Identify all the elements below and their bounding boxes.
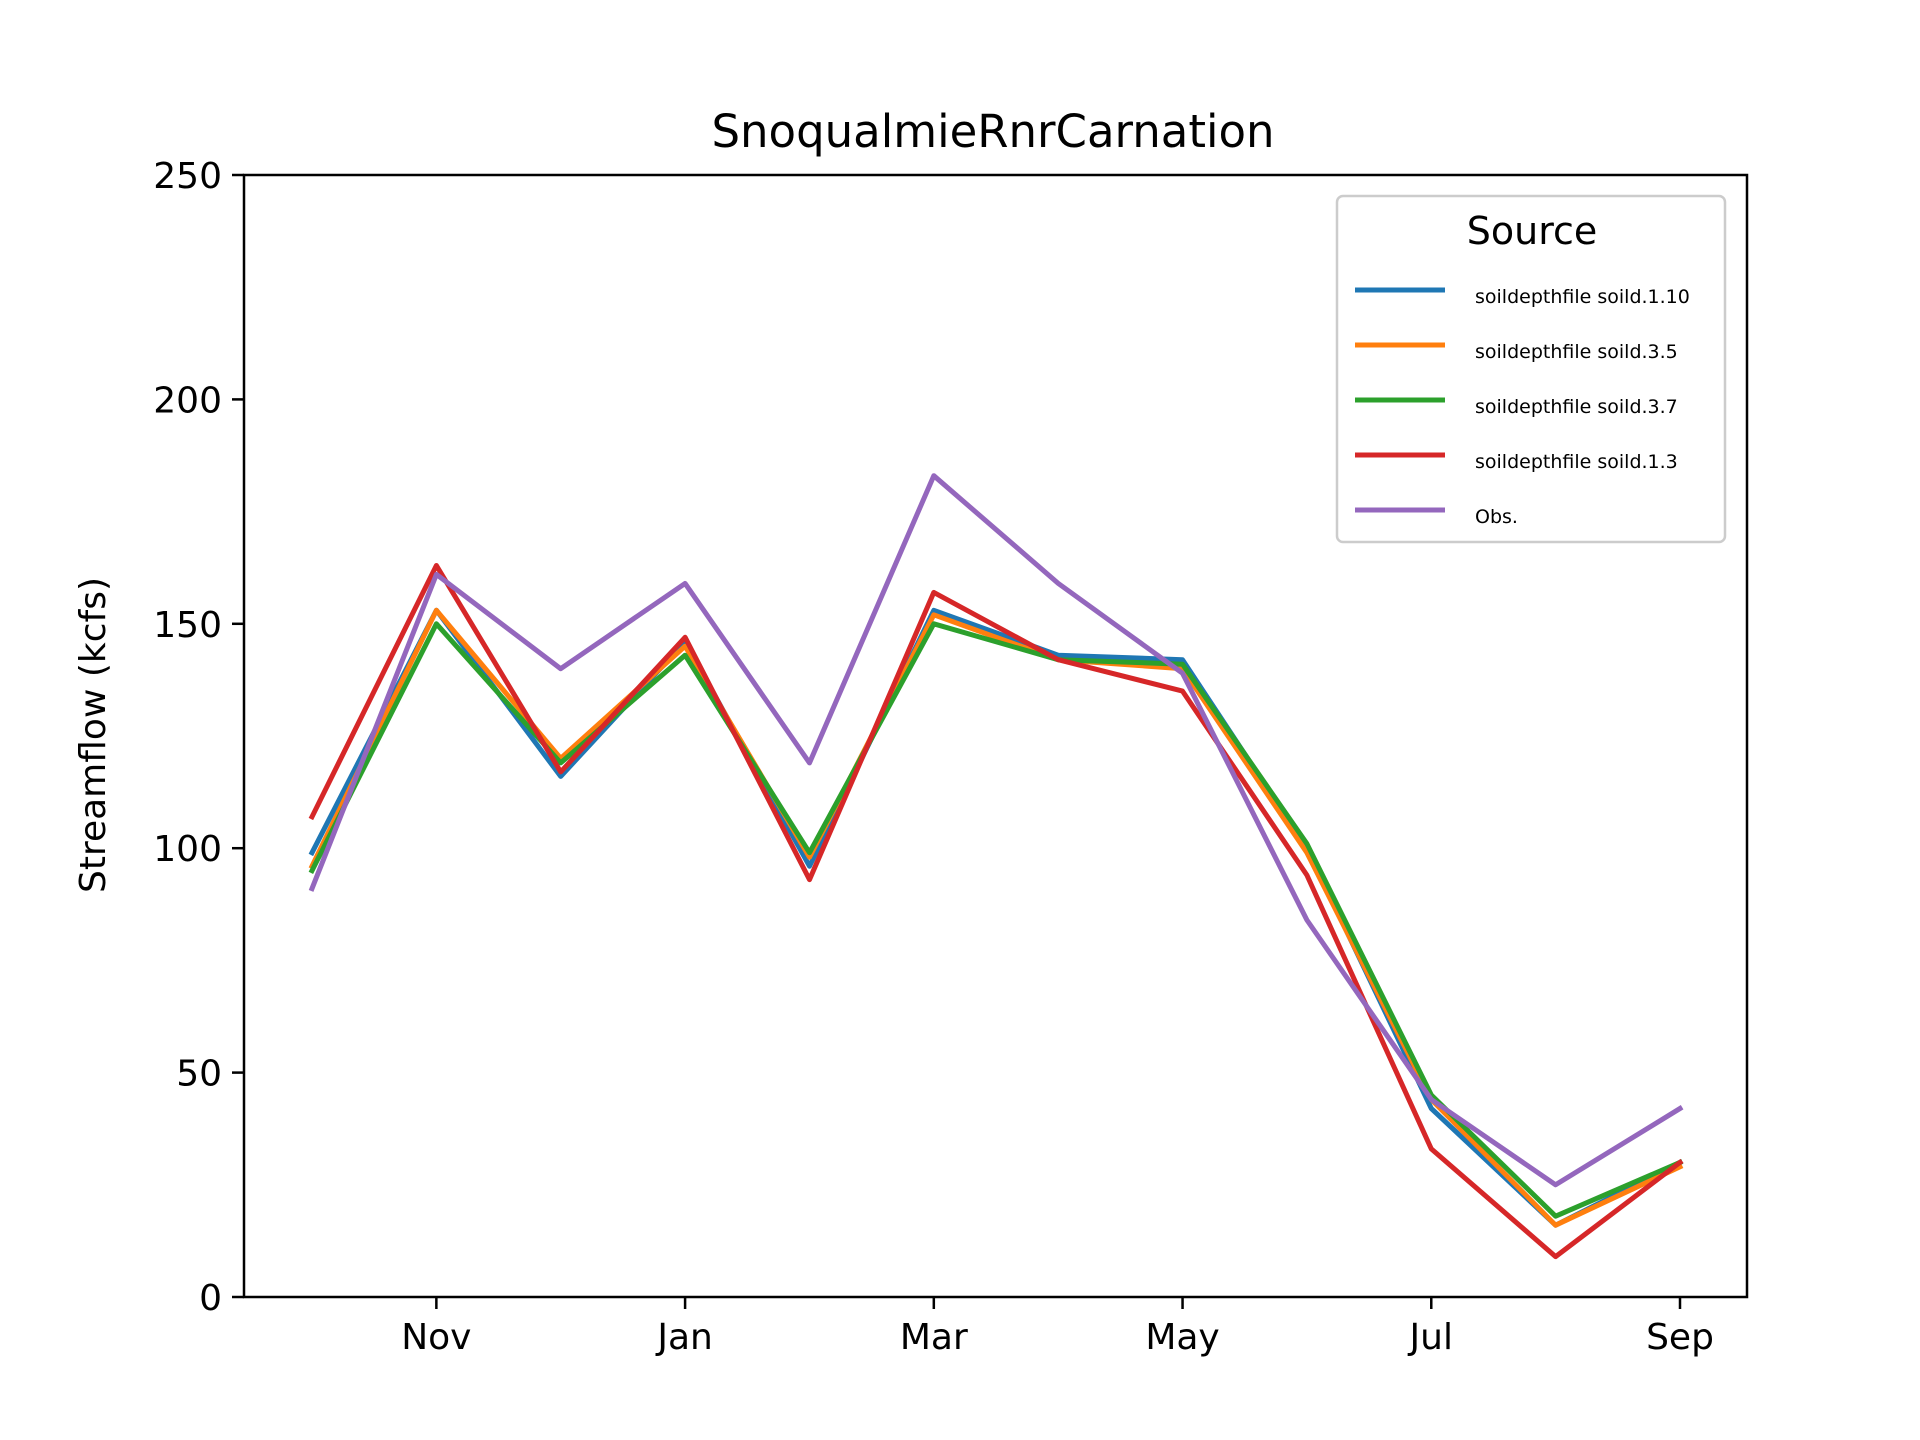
series-line-4 (308, 563, 1684, 1260)
legend-label-3: soildepthfile soild.3.7 (1475, 396, 1678, 418)
chart-title: SnoqualmieRnrCarnation (711, 105, 1274, 158)
legend-title: Source (1467, 209, 1598, 253)
y-tick-label: 0 (199, 1278, 222, 1319)
x-tick-label: Nov (401, 1317, 471, 1358)
legend-label-5: Obs. (1475, 506, 1518, 528)
x-tick-label: Sep (1646, 1317, 1714, 1358)
x-tick-label: Jul (1408, 1317, 1453, 1358)
legend-label-4: soildepthfile soild.1.3 (1475, 451, 1678, 473)
x-tick-label: Jan (655, 1317, 713, 1358)
legend-label-1: soildepthfile soild.1.10 (1475, 286, 1690, 308)
x-tick-label: May (1145, 1317, 1219, 1358)
plot-frame (242, 173, 1749, 1299)
y-axis: 0 50 100 150 200 250 (153, 156, 244, 1319)
legend: Source soildepthfile soild.1.10soildepth… (1335, 194, 1727, 544)
y-tick-label: 100 (153, 829, 222, 870)
y-axis-label: Streamflow (kcfs) (73, 577, 114, 893)
legend-label-2: soildepthfile soild.3.5 (1475, 341, 1678, 363)
y-tick-label: 200 (153, 380, 222, 421)
y-tick-label: 50 (176, 1054, 222, 1095)
series-line-1 (308, 607, 1684, 1228)
legend-items: soildepthfile soild.1.10 soildepthfile so… (1355, 286, 1690, 528)
y-tick-label: 250 (153, 156, 222, 197)
series-line-5 (308, 473, 1684, 1188)
series-layer (308, 473, 1684, 1260)
x-axis: Nov Jan Mar May Jul Sep (401, 1297, 1714, 1358)
x-tick-label: Mar (900, 1317, 968, 1358)
y-tick-label: 150 (153, 605, 222, 646)
